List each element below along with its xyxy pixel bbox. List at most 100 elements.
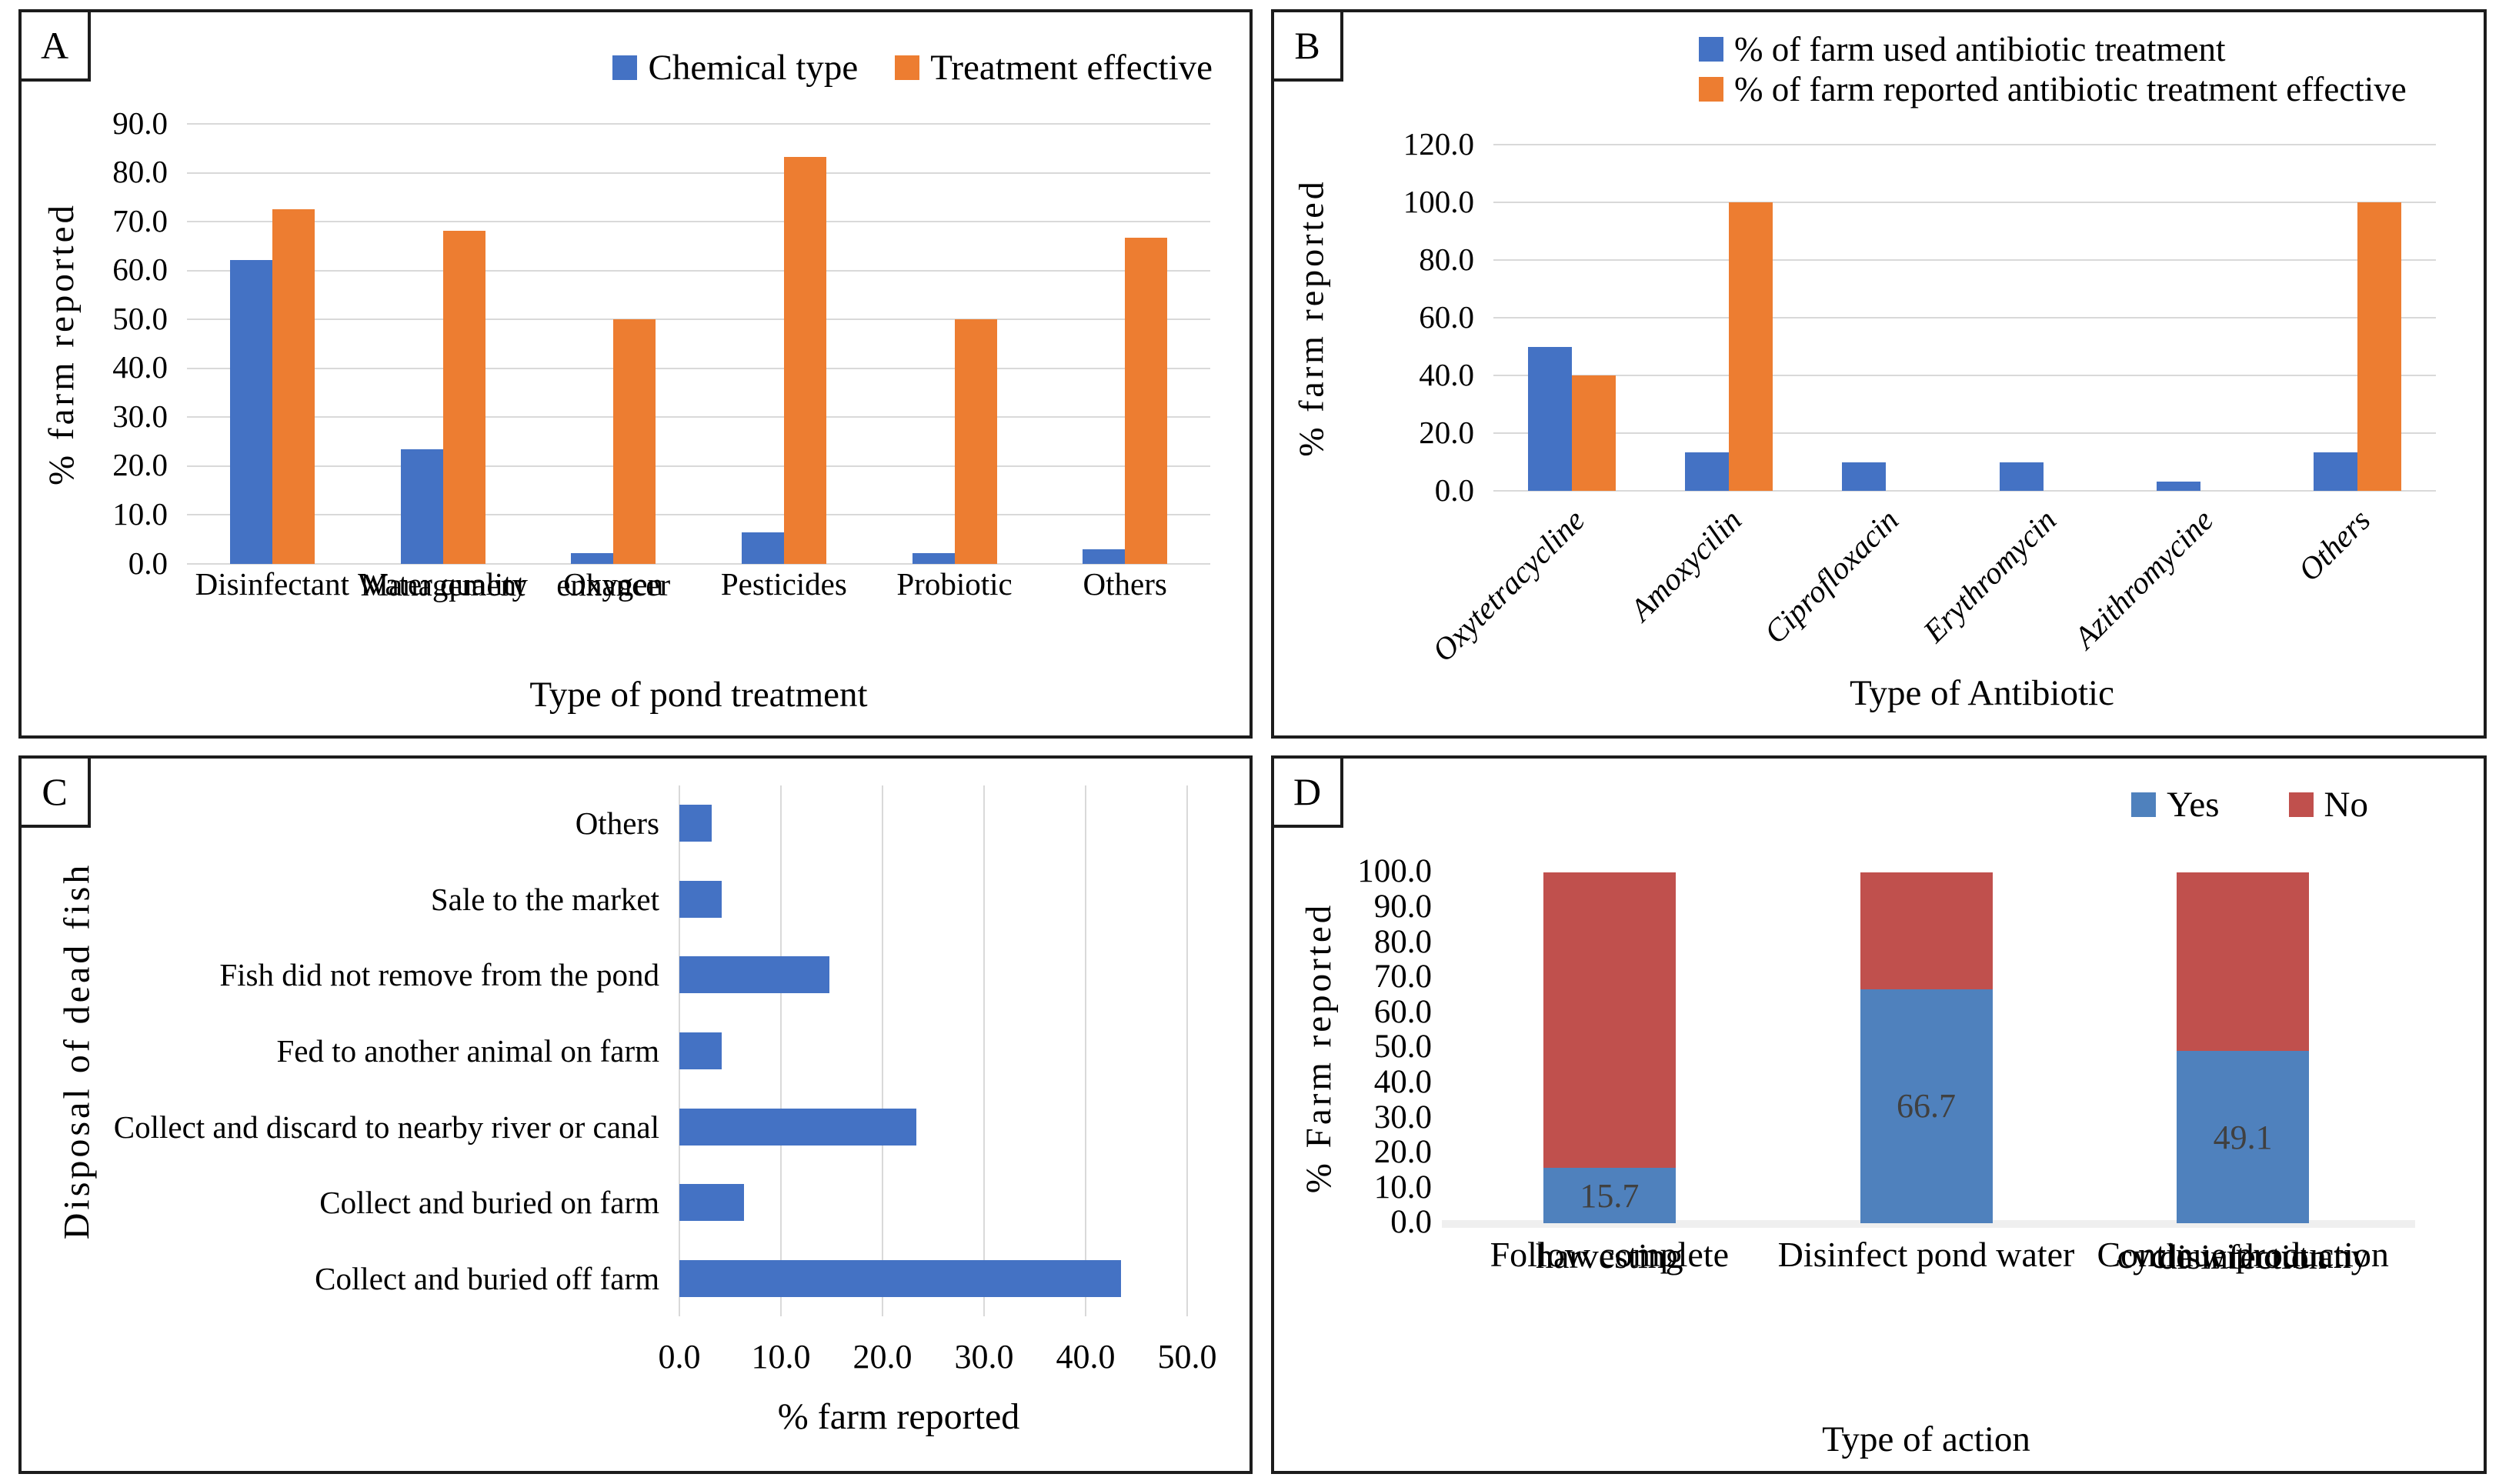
x-category-erythromycin: Erythromycin <box>1915 502 2063 649</box>
bar-no-follow-complete-harvesting <box>1543 872 1676 1169</box>
bar-yes-follow-complete-harvesting: 15.7 <box>1543 1168 1676 1223</box>
bar-row-sale-to-the-market <box>679 862 1187 938</box>
x-axis-title: Type of action <box>1822 1419 2030 1459</box>
bar-yes-disinfect-pond-water: 66.7 <box>1860 989 1993 1223</box>
y-tick-label: 80.0 <box>1419 241 1474 277</box>
gridline <box>1493 259 2436 262</box>
bar-group-follow-complete-harvesting: 15.7 <box>1451 872 1768 1223</box>
bar-group-continue-production-cycle-without-any-disinfection: 49.1 <box>2084 872 2401 1223</box>
panel-d-label: D <box>1271 755 1343 828</box>
bar-group-azithromycine <box>2122 145 2279 491</box>
panel-b-label: B <box>1271 9 1343 82</box>
gridline <box>187 563 1210 565</box>
data-label-disinfect-pond-water: 66.7 <box>1897 1087 1956 1126</box>
panel-a: A Chemical type Treatment effective % farm… <box>18 9 1253 739</box>
y-tick-label: 40.0 <box>1419 356 1474 392</box>
x-category-others: Others <box>1083 566 1167 602</box>
x-tick-label: 40.0 <box>1056 1338 1116 1376</box>
x-category-azithromycine: Azithromycine <box>2067 502 2220 655</box>
y-tick-label: 60.0 <box>112 252 168 288</box>
y-tick-label: 0.0 <box>1390 1204 1432 1241</box>
y-tick-label: 80.0 <box>1373 923 1432 960</box>
y-tick-label: 40.0 <box>112 349 168 385</box>
y-tick-label: 20.0 <box>112 447 168 483</box>
bar-group-disinfect-pond-water: 66.7 <box>1768 872 2085 1223</box>
bar-no-continue-production-cycle-without-any-disinfection <box>2177 872 2310 1052</box>
bar-collect-and-buried-on-farm <box>679 1184 745 1222</box>
bar-row-fed-to-another-animal-on-farm <box>679 1013 1187 1089</box>
legend-label: Treatment effective <box>930 48 1213 88</box>
bar-of-farm-used-antibiotic-treatment-oxytetracycline <box>1528 346 1573 491</box>
bar-others <box>679 805 712 842</box>
bar-group-amoxycilin <box>1650 145 1807 491</box>
bars-layer <box>187 124 1210 564</box>
bar-stack-continue-production-cycle-without-any-disinfection: 49.1 <box>2177 872 2310 1223</box>
bars-layer <box>1493 145 2436 491</box>
gridline <box>1493 317 2436 318</box>
legend-item-of-farm-used-antibiotic-treatment: % of farm used antibiotic treatment <box>1699 29 2226 69</box>
bar-row-collect-and-discard-to-nearby-river-or-canal <box>679 1089 1187 1165</box>
y-category-labels: Others Sale to the market Fish did not rem… <box>114 785 659 1316</box>
legend-label: % of farm reported antibiotic treatment … <box>1734 70 2407 108</box>
y-category-collect-and-buried-on-farm: Collect and buried on farm <box>319 1185 659 1221</box>
y-tick-label: 90.0 <box>112 105 168 141</box>
y-tick-label: 30.0 <box>1373 1099 1432 1136</box>
gridline-vertical <box>1085 785 1086 1316</box>
legend: Yes No <box>2131 784 2368 825</box>
data-label-continue-production-cycle-without-any-disinfection: 49.1 <box>2213 1118 2273 1156</box>
legend-swatch-treatment-effective <box>895 55 920 80</box>
y-tick-label: 80.0 <box>112 154 168 190</box>
bar-stack-follow-complete-harvesting: 15.7 <box>1543 872 1676 1223</box>
gridline-vertical <box>780 785 782 1316</box>
y-tick-label: 10.0 <box>112 496 168 532</box>
x-category-disinfect-pond-water: Disinfect pond water <box>1777 1235 2075 1274</box>
x-category-follow-complete-harvesting: Follow complete harvesting <box>1490 1235 1730 1276</box>
y-axis-title: % farm reported <box>42 202 82 485</box>
panel-b: B % of farm used antibiotic treatment% o… <box>1271 9 2487 739</box>
plot-area <box>1493 144 2436 492</box>
bar-treatment-effective-probiotic <box>954 319 997 564</box>
y-tick-label: 20.0 <box>1373 1134 1432 1171</box>
bar-yes-continue-production-cycle-without-any-disinfection: 49.1 <box>2177 1051 2310 1223</box>
gridline <box>187 172 1210 174</box>
bar-of-farm-used-antibiotic-treatment-others <box>2313 452 2357 491</box>
bar-group-erythromycin <box>1965 145 2122 491</box>
x-tick-label: 10.0 <box>751 1338 811 1376</box>
y-tick-label: 100.0 <box>1403 183 1474 219</box>
panel-a-label: A <box>18 9 91 82</box>
gridline <box>187 514 1210 516</box>
x-tick-label: 20.0 <box>852 1338 913 1376</box>
bar-row-others <box>679 785 1187 862</box>
legend-swatch-chemical-type <box>612 55 638 80</box>
gridline <box>187 416 1210 419</box>
y-tick-label: 0.0 <box>128 545 168 581</box>
bar-row-collect-and-buried-on-farm <box>679 1165 1187 1241</box>
bar-row-collect-and-buried-off-farm <box>679 1240 1187 1316</box>
x-axis-title: Type of Antibiotic <box>1850 673 2114 713</box>
bar-of-farm-reported-antibiotic-treatment-effective-amoxycilin <box>1729 202 1773 491</box>
bar-group-water-quality-management <box>358 124 529 564</box>
gridline <box>187 221 1210 223</box>
bar-group-oxygen-enhancer <box>528 124 699 564</box>
x-category-continue-production-cycle-without-any-disinfection: Continue production cycle without any di… <box>2097 1235 2389 1276</box>
plot-area <box>187 123 1210 565</box>
y-category-sale-to-the-market: Sale to the market <box>430 881 659 917</box>
bar-of-farm-reported-antibiotic-treatment-effective-others <box>2357 202 2401 491</box>
x-category-probiotic: Probiotic <box>896 566 1013 602</box>
legend-label: Chemical type <box>648 48 859 88</box>
bar-row-fish-did-not-remove-from-the-pond <box>679 937 1187 1013</box>
legend-item-no: No <box>2288 784 2368 825</box>
x-category-oxygen-enhancer: Oxygen enhancer <box>556 566 671 603</box>
bars-layer: 15.7 66.7 49.1 <box>1451 872 2401 1223</box>
chart-c-dead-fish-disposal: Disposal of dead fish 0.0 10.0 20.0 30.0 40.0… <box>22 759 1250 1471</box>
gridline <box>1493 490 2436 492</box>
y-category-fed-to-another-animal-on-farm: Fed to another animal on farm <box>276 1033 659 1069</box>
bar-of-farm-used-antibiotic-treatment-ciprofloxacin <box>1842 462 1887 491</box>
legend: Chemical type Treatment effective <box>612 47 1213 88</box>
y-tick-label: 20.0 <box>1419 414 1474 450</box>
legend-swatch-of-farm-reported-antibiotic-treatment-effective <box>1699 77 1723 102</box>
bar-treatment-effective-oxygen-enhancer <box>613 319 656 564</box>
x-category-water-quality-management: Water quality Management <box>358 566 528 603</box>
y-tick-label: 30.0 <box>112 398 168 434</box>
bar-group-others <box>1039 124 1210 564</box>
